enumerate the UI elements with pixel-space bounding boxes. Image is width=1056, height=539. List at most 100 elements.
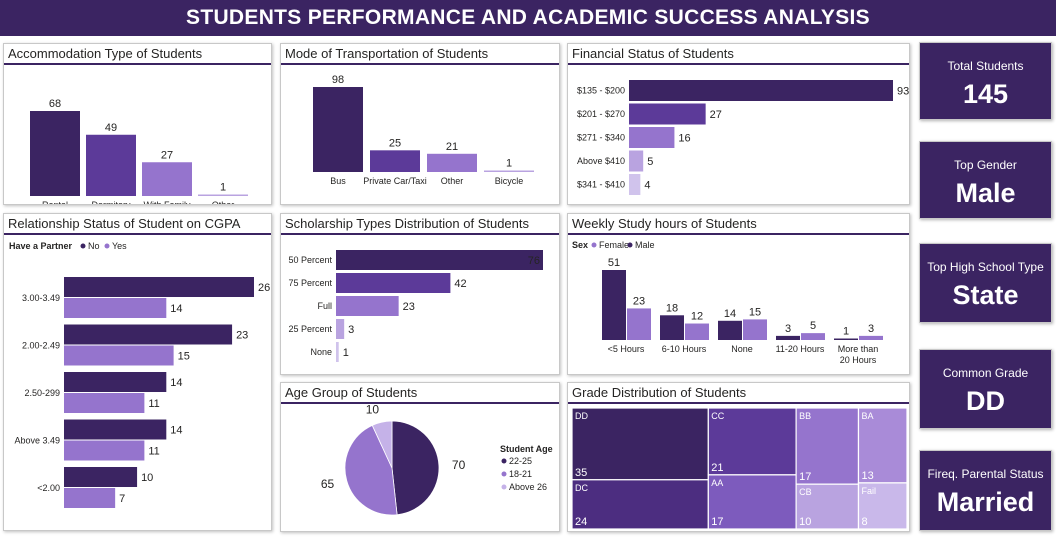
data-label: 11 [148, 398, 159, 410]
cell-value: 13 [861, 470, 873, 482]
data-label: 68 [49, 98, 61, 110]
bar-male [776, 335, 800, 340]
financial-panel[interactable]: Financial Status of Students $135 - $200… [567, 43, 910, 205]
data-label: 70 [452, 458, 466, 472]
data-label: 1 [506, 158, 512, 170]
treemap-cell-aa [707, 474, 797, 530]
kpi-value: Male [955, 178, 1016, 208]
data-label: 14 [170, 303, 182, 315]
data-label: 27 [161, 149, 173, 161]
bar-male [834, 338, 858, 340]
treemap-cell-fail [857, 482, 908, 530]
bar-yes [64, 345, 174, 366]
bar-full [336, 296, 399, 316]
bar--135-200 [629, 80, 893, 101]
study-panel[interactable]: Weekly Study hours of Students Sex Female… [567, 213, 910, 375]
slice-18-21 [344, 424, 398, 516]
bar-bicycle [484, 170, 534, 172]
scholarship-panel[interactable]: Scholarship Types Distribution of Studen… [280, 213, 560, 375]
category-label: Above 3.49 [14, 436, 60, 446]
financial-title: Financial Status of Students [568, 44, 909, 65]
kpi-top-gender[interactable]: Top Gender Male [919, 141, 1052, 219]
data-label: 65 [321, 477, 335, 491]
study-title: Weekly Study hours of Students [568, 214, 909, 235]
data-label: 76 [528, 255, 540, 267]
cell-value: 24 [575, 516, 587, 528]
legend-marker [104, 243, 110, 249]
data-label: 3 [868, 323, 874, 335]
bar-no [64, 277, 254, 297]
category-label: More than [838, 344, 879, 354]
cell-value: 8 [861, 516, 867, 528]
cell-label: AA [711, 478, 723, 488]
data-label: 3 [785, 323, 791, 335]
data-label: 15 [178, 351, 190, 363]
cell-label: CC [711, 411, 724, 421]
category-label: <5 Hours [608, 344, 645, 354]
category-label: With Family [144, 200, 191, 205]
transport-chart: 98 Bus 25 Private Car/Taxi 21 Other 1 Bicycle [313, 74, 534, 186]
data-label: 1 [843, 326, 849, 338]
grade-title: Grade Distribution of Students [568, 383, 909, 404]
category-label: None [731, 344, 753, 354]
data-label: 21 [446, 141, 458, 153]
kpi-label: Total Students [947, 59, 1024, 73]
category-label: Rental [42, 200, 68, 205]
data-label: 18 [666, 302, 678, 314]
data-label: 11 [148, 446, 159, 458]
relationship-panel[interactable]: Relationship Status of Student on CGPA H… [3, 213, 272, 531]
bar-female [685, 323, 709, 340]
category-label: 3.00-3.49 [22, 293, 60, 303]
data-label: 5 [647, 156, 653, 168]
data-label: 1 [220, 182, 226, 194]
transport-panel[interactable]: Mode of Transportation of Students 98 Bus… [280, 43, 560, 205]
kpi-common-grade[interactable]: Common Grade DD [919, 349, 1052, 429]
bar-yes [64, 393, 145, 413]
relationship-chart: Have a Partner No Yes 26 14 3.00-3.49 23 15 2.00… [9, 241, 270, 508]
accommodation-panel[interactable]: Accommodation Type of Students 68 Rental 4… [3, 43, 272, 205]
kpi-parental-status[interactable]: Fireq. Parental Status Married [919, 450, 1052, 531]
kpi-label: Fireq. Parental Status [927, 467, 1044, 481]
bar-yes [64, 488, 116, 508]
data-label: 14 [724, 308, 736, 320]
data-label: 12 [691, 311, 703, 323]
data-label: 5 [810, 320, 816, 332]
category-label: 2.00-2.49 [22, 341, 60, 351]
data-label: 14 [170, 377, 182, 389]
category-label: $341 - $410 [577, 180, 625, 190]
legend-label: No [88, 241, 100, 251]
cell-value: 35 [575, 467, 587, 479]
kpi-top-high-school-type[interactable]: Top High School Type State [919, 243, 1052, 323]
data-label: 7 [119, 493, 125, 505]
legend-title: Sex [572, 240, 588, 250]
category-label: $201 - $270 [577, 109, 625, 119]
transport-title: Mode of Transportation of Students [281, 44, 559, 65]
cell-value: 17 [711, 516, 723, 528]
cell-value: 21 [711, 462, 723, 474]
data-label: 26 [258, 282, 270, 294]
category-label: <2.00 [37, 483, 60, 493]
cell-value: 17 [799, 471, 811, 483]
bar-female [627, 308, 651, 340]
category-label: 2.50-299 [24, 388, 60, 398]
age-chart: 70 65 10 Student Age 22-25 18-21 Above 26 [321, 402, 553, 516]
grade-panel[interactable]: Grade Distribution of Students DD 35 DC 24 C… [567, 382, 910, 532]
legend-label: Male [635, 240, 655, 250]
kpi-total-students[interactable]: Total Students 145 [919, 42, 1052, 120]
bar--271-340 [629, 127, 675, 148]
bar-female [801, 333, 825, 340]
category-label: Above $410 [577, 156, 625, 166]
bar-no [64, 372, 167, 392]
bar-other [427, 153, 477, 172]
data-label: 98 [332, 74, 344, 86]
legend-marker [627, 242, 633, 248]
treemap-cell-cc [707, 407, 797, 476]
bar-bus [313, 87, 363, 172]
legend-marker [80, 243, 86, 249]
data-label: 14 [170, 425, 182, 437]
age-panel[interactable]: Age Group of Students 70 65 10 Student Age 2… [280, 382, 560, 532]
bar-male [660, 315, 684, 340]
legend-label: 18-21 [509, 469, 532, 479]
